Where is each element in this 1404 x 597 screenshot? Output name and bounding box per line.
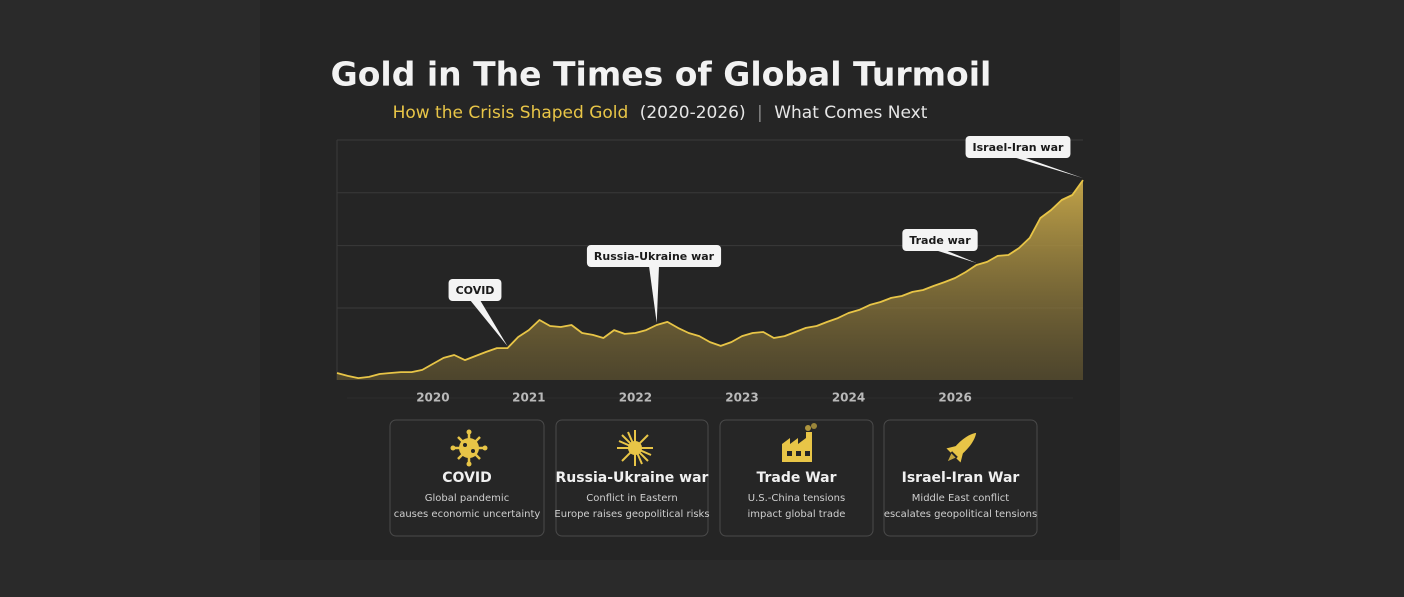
plot: 2020 2021 2022 2023 2024 2026 COVID Russia-Ukra… bbox=[336, 136, 1084, 405]
x-tick-label: 2022 bbox=[619, 391, 652, 405]
card-description: Middle East conflict bbox=[912, 493, 1009, 504]
icon-factory bbox=[782, 423, 817, 462]
annotation-box bbox=[586, 245, 722, 267]
card-description: Global pandemic bbox=[425, 493, 509, 504]
subtitle: How the Crisis Shaped Gold (2020-2026) |… bbox=[393, 103, 928, 123]
annotation: Trade war bbox=[902, 229, 978, 264]
annotation-pointer bbox=[649, 266, 659, 324]
card bbox=[883, 419, 1038, 537]
icon-virus bbox=[450, 429, 488, 467]
card bbox=[555, 419, 709, 537]
card-description: causes economic uncertainty bbox=[394, 509, 541, 520]
annotation-label: COVID bbox=[456, 284, 495, 297]
subtitle-rest: What Comes Next bbox=[774, 103, 928, 123]
x-tick-label: 2023 bbox=[725, 391, 758, 405]
annotation-pointer bbox=[470, 300, 508, 347]
card-description: Europe raises geopolitical risks bbox=[554, 509, 709, 520]
annotation: Israel-Iran war bbox=[965, 136, 1083, 179]
card-title: Israel-Iran War bbox=[902, 470, 1020, 486]
card-description: impact global trade bbox=[748, 509, 846, 520]
card-description: escalates geopolitical tensions bbox=[884, 509, 1037, 520]
cards: COVID Global pandemic causes economic unce… bbox=[389, 419, 1038, 537]
chart-title: Gold in The Times of Global Turmoil bbox=[331, 55, 992, 94]
annotation-pointer bbox=[935, 250, 977, 264]
annotation-pointer bbox=[1013, 157, 1083, 179]
x-tick-label: 2026 bbox=[938, 391, 971, 405]
subtitle-range: (2020-2026) bbox=[640, 103, 746, 123]
x-tick-label: 2021 bbox=[512, 391, 545, 405]
annotation-label: Russia-Ukraine war bbox=[594, 250, 715, 263]
x-tick-label: 2024 bbox=[832, 391, 865, 405]
annotation-box bbox=[448, 279, 502, 301]
card-description: Conflict in Eastern bbox=[586, 493, 677, 504]
line bbox=[336, 179, 1084, 379]
annotation-label: Israel-Iran war bbox=[973, 141, 1064, 154]
card-description: U.S.-China tensions bbox=[748, 493, 845, 504]
card-title: Trade War bbox=[756, 470, 836, 486]
annotation-label: Trade war bbox=[909, 234, 971, 247]
annotation-box bbox=[902, 229, 978, 251]
card bbox=[719, 419, 874, 537]
icon-rocket bbox=[946, 432, 977, 463]
annotation-box bbox=[965, 136, 1071, 158]
separator: | bbox=[757, 103, 763, 123]
x-tick-label: 2020 bbox=[416, 391, 449, 405]
card bbox=[389, 419, 545, 537]
annotation: COVID bbox=[448, 279, 508, 347]
card-title: Russia-Ukraine war bbox=[556, 470, 709, 486]
area bbox=[337, 180, 1083, 380]
subtitle-highlight: How the Crisis Shaped Gold bbox=[393, 103, 629, 123]
card-title: COVID bbox=[442, 470, 491, 486]
annotation: Russia-Ukraine war bbox=[586, 245, 722, 324]
icon-burst bbox=[617, 430, 653, 466]
